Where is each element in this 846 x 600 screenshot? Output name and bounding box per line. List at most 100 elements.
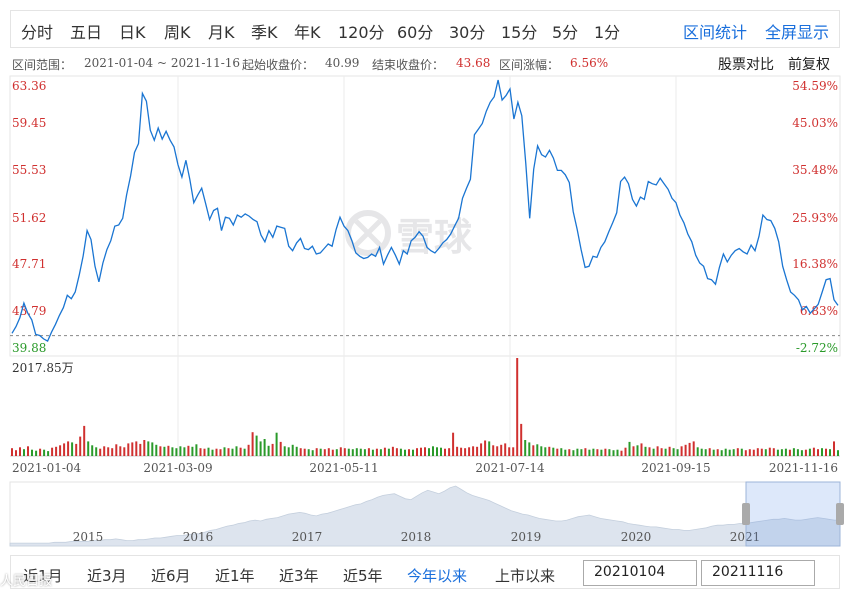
price-tick-label: 59.45 <box>12 116 46 130</box>
volume-bar <box>171 447 174 456</box>
volume-bar <box>387 448 390 456</box>
volume-bar <box>520 423 523 456</box>
volume-bar <box>712 449 715 456</box>
volume-max-label: 2017.85万 <box>12 361 74 375</box>
volume-bar <box>79 436 82 456</box>
range-since-listing[interactable]: 上市以来 <box>495 567 556 585</box>
volume-bar <box>227 448 230 456</box>
tab-yearly-k[interactable]: 年K <box>294 23 321 42</box>
range-stats-button[interactable]: 区间统计 <box>683 23 748 42</box>
volume-bar <box>756 448 759 456</box>
volume-bar <box>420 447 422 456</box>
volume-bar <box>696 447 699 456</box>
tab-120min[interactable]: 120分 <box>338 23 385 42</box>
navigator-year-label: 2015 <box>73 530 104 544</box>
volume-bar <box>215 448 218 456</box>
price-tick-label: 39.88 <box>12 341 46 355</box>
volume-bar <box>35 450 38 456</box>
volume-bar <box>31 449 33 456</box>
percent-tick-label: 6.83% <box>800 304 838 318</box>
volume-bar <box>548 446 551 456</box>
tab-30min[interactable]: 30分 <box>449 23 486 42</box>
volume-bar <box>191 446 194 456</box>
volume-bar <box>460 447 463 456</box>
volume-bar <box>15 450 17 456</box>
start-date-input[interactable]: 20210104 <box>583 560 697 586</box>
range-3m[interactable]: 近3月 <box>87 567 127 585</box>
tab-15min[interactable]: 15分 <box>501 23 538 42</box>
volume-bar <box>395 448 398 456</box>
range-3y[interactable]: 近3年 <box>279 567 319 585</box>
range-ytd[interactable]: 今年以来 <box>407 567 468 585</box>
volume-bar <box>792 448 795 456</box>
volume-bar <box>516 358 519 456</box>
volume-bar <box>99 448 102 456</box>
volume-bar <box>343 448 346 456</box>
tab-fenshi[interactable]: 分时 <box>21 23 54 42</box>
date-label: 2021-01-04 <box>12 461 82 475</box>
volume-bar <box>833 441 835 456</box>
stock-compare-button[interactable]: 股票对比 <box>718 57 774 73</box>
volume-bar <box>680 446 683 456</box>
volume-bar <box>444 448 446 456</box>
volume-bar <box>656 446 659 456</box>
tab-1min[interactable]: 1分 <box>594 23 621 42</box>
volume-bar <box>167 445 170 456</box>
volume-bar <box>588 449 591 456</box>
volume-bar <box>728 449 731 456</box>
fullscreen-button[interactable]: 全屏显示 <box>765 23 830 42</box>
range-6m[interactable]: 近6月 <box>151 567 191 585</box>
range-1y[interactable]: 近1年 <box>215 567 255 585</box>
volume-bar <box>147 441 150 456</box>
tab-weekly-k[interactable]: 周K <box>164 23 191 42</box>
volume-bar <box>580 449 583 456</box>
volume-bar <box>359 448 362 456</box>
range-1m[interactable]: 近1月 <box>23 567 63 585</box>
volume-bar <box>416 448 418 456</box>
volume-bar <box>311 450 314 456</box>
volume-bar <box>612 450 615 456</box>
tab-60min[interactable]: 60分 <box>397 23 434 42</box>
tab-monthly-k[interactable]: 月K <box>208 23 235 42</box>
tab-five-day[interactable]: 五日 <box>70 23 103 42</box>
volume-bar <box>207 447 210 456</box>
volume-bar <box>504 443 507 456</box>
volume-bar <box>111 448 114 456</box>
snowball-watermark: 雪球 <box>345 210 473 259</box>
end-close-label: 结束收盘价： <box>372 58 445 72</box>
range-5y[interactable]: 近5年 <box>343 567 383 585</box>
volume-bar <box>331 449 334 456</box>
volume-bar <box>199 448 202 456</box>
volume-bar <box>235 446 238 456</box>
volume-bar <box>155 444 158 456</box>
volume-bar <box>724 448 727 456</box>
volume-bar <box>275 432 278 456</box>
volume-bar <box>668 446 671 456</box>
volume-bar <box>472 446 475 456</box>
volume-bar <box>107 447 110 456</box>
volume-bar <box>640 443 643 456</box>
volume-bar <box>804 449 807 456</box>
tab-quarterly-k[interactable]: 季K <box>251 23 278 42</box>
volume-bar <box>708 448 711 456</box>
volume-bar <box>347 448 350 456</box>
volume-bar <box>243 448 246 456</box>
volume-bar <box>279 441 282 456</box>
volume-bar <box>664 448 667 456</box>
volume-bar <box>404 449 406 456</box>
end-date-input[interactable]: 20211116 <box>701 560 815 586</box>
volume-bar <box>748 449 751 456</box>
navigator-handle-right <box>836 503 844 525</box>
volume-bar <box>624 447 627 456</box>
adjust-mode-button[interactable]: 前复权 <box>788 57 830 73</box>
volume-bar <box>829 449 831 456</box>
volume-bar <box>812 447 815 456</box>
volume-bar <box>448 448 451 456</box>
price-tick-label: 43.79 <box>12 304 46 318</box>
volume-bar <box>817 449 819 456</box>
corner-watermark: 人民日报 <box>0 574 53 589</box>
volume-bar <box>131 442 134 456</box>
range-navigator[interactable]: 2015 2016 2017 2018 2019 2020 2021 <box>9 481 844 547</box>
tab-daily-k[interactable]: 日K <box>119 23 146 42</box>
tab-5min[interactable]: 5分 <box>552 23 579 42</box>
